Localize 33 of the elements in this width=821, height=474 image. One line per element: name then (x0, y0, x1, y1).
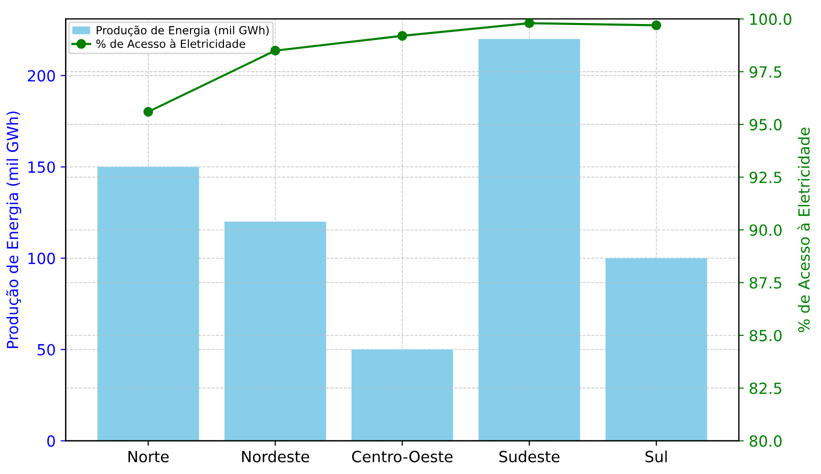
point (524, 18, 534, 28)
y-tick-label: 200 (28, 70, 55, 82)
y2-tick-label: 95.0 (750, 118, 782, 130)
legend-label: Produção de Energia (mil GWh) (96, 26, 269, 37)
bar (478, 39, 580, 441)
y2-tick-label: 87.5 (750, 277, 782, 289)
y2-tick-label: 90.0 (750, 224, 782, 236)
bar (606, 258, 708, 441)
bar (224, 222, 326, 441)
x-tick-label: Norte (128, 451, 169, 462)
y-axis-title: Produção de Energia (mil GWh) (6, 112, 22, 348)
y2-tick-label: 97.5 (750, 66, 782, 78)
x-tick-label: Sudeste (499, 450, 560, 462)
point (651, 20, 662, 30)
y2-tick-label: 85.0 (750, 330, 782, 342)
x-tick-label: Nordeste (242, 450, 310, 462)
y2-tick-label: 92.5 (750, 172, 782, 184)
y-tick-label: 50 (38, 344, 55, 356)
x-tick-label: Sul (646, 450, 667, 462)
x-tick-label: Centro-Oeste (352, 450, 452, 462)
point (143, 106, 154, 117)
bar (351, 350, 454, 441)
y2-axis-title: % de Acesso à Eletricidade (797, 128, 810, 332)
point (270, 46, 280, 56)
y-tick-label: 0 (47, 435, 55, 447)
y2-tick-label: 80.0 (750, 435, 782, 447)
bar (97, 166, 200, 441)
point (397, 30, 408, 41)
y2-tick-label: 100.0 (750, 13, 792, 25)
y-tick-label: 150 (28, 161, 55, 173)
y2-tick-label: 82.5 (750, 382, 782, 394)
y-tick-label: 100 (28, 252, 55, 264)
legend-label: % de Acesso à Eletricidade (96, 38, 246, 48)
